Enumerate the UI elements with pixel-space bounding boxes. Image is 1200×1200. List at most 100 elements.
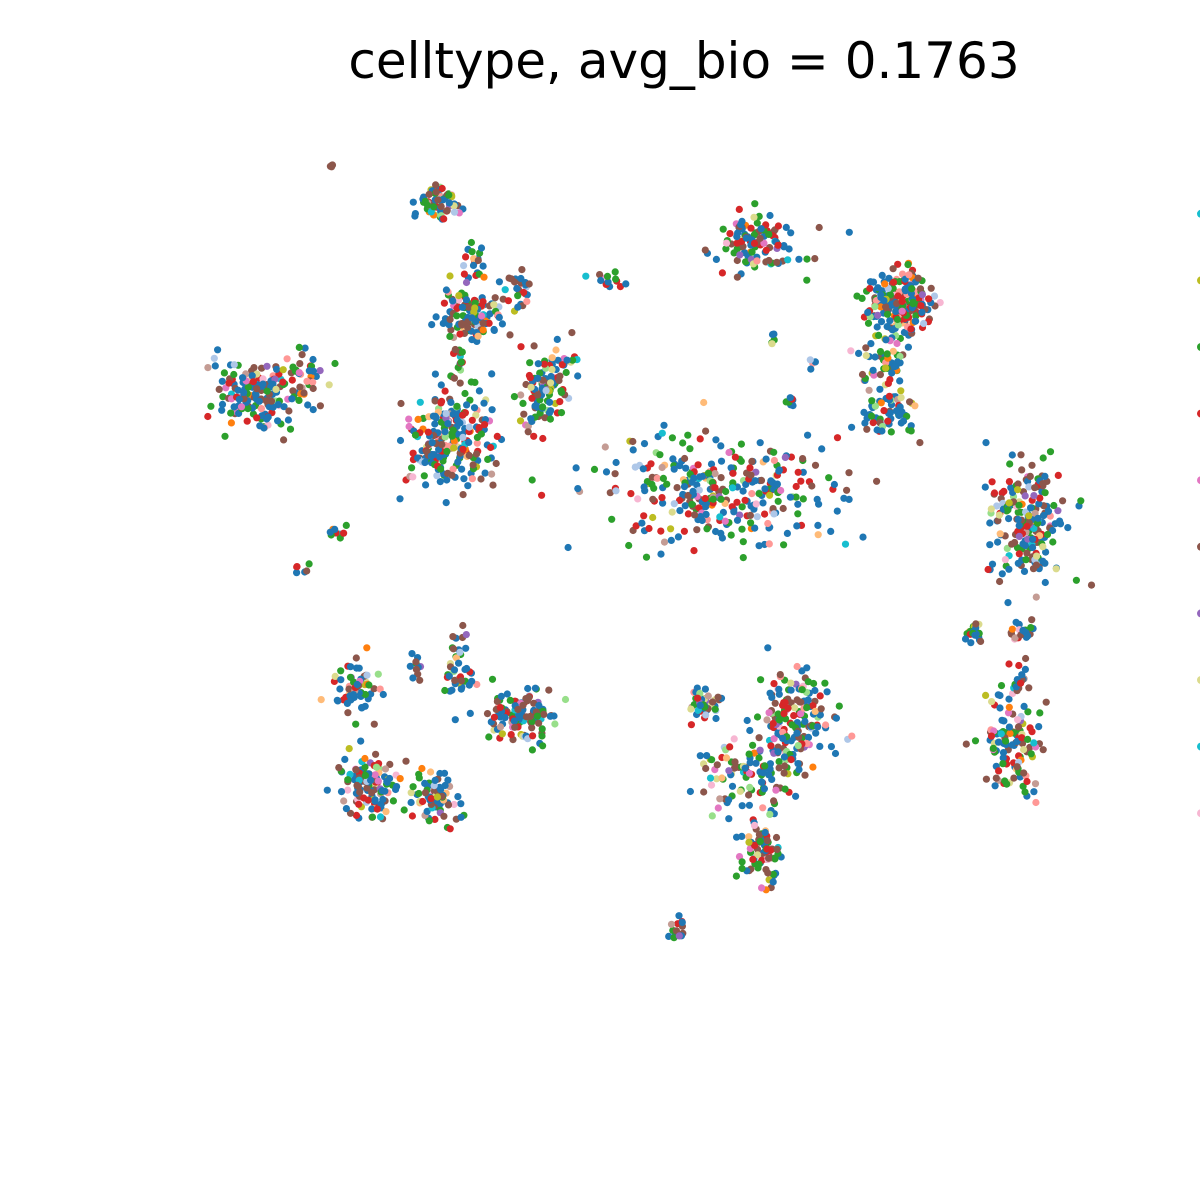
scatter-point xyxy=(869,366,877,374)
scatter-point xyxy=(550,712,558,720)
scatter-point xyxy=(770,448,778,456)
scatter-point xyxy=(785,245,793,253)
scatter-point xyxy=(498,320,506,328)
scatter-point xyxy=(411,431,420,439)
scatter-point xyxy=(459,491,467,499)
scatter-point xyxy=(713,775,721,783)
scatter-point xyxy=(488,470,496,478)
scatter-point xyxy=(477,244,486,252)
scatter-point xyxy=(877,318,886,326)
scatter-point xyxy=(528,746,537,754)
scatter-point xyxy=(708,756,716,764)
scatter-point xyxy=(227,419,235,427)
scatter-point xyxy=(473,439,481,447)
scatter-point xyxy=(993,502,1001,510)
scatter-point xyxy=(791,704,799,712)
legend-marker xyxy=(1197,209,1200,218)
scatter-point xyxy=(749,855,757,864)
scatter-point xyxy=(437,202,445,211)
scatter-point xyxy=(529,732,537,740)
scatter-point xyxy=(835,702,843,710)
scatter-point xyxy=(833,434,842,442)
scatter-point xyxy=(462,296,470,304)
scatter-point xyxy=(988,698,996,706)
scatter-point xyxy=(871,353,879,361)
scatter-point xyxy=(352,766,360,774)
scatter-point xyxy=(1032,798,1040,807)
scatter-point xyxy=(772,786,780,794)
scatter-point xyxy=(757,225,765,233)
scatter-point xyxy=(361,690,369,699)
legend-marker xyxy=(1197,409,1200,418)
scatter-point xyxy=(874,284,882,292)
scatter-point xyxy=(702,510,710,518)
scatter-point xyxy=(882,364,890,372)
scatter-point xyxy=(986,541,994,549)
scatter-point xyxy=(468,475,476,483)
scatter-point xyxy=(446,272,454,280)
scatter-point xyxy=(572,464,580,472)
scatter-point xyxy=(799,495,807,503)
scatter-point xyxy=(273,365,281,373)
scatter-point xyxy=(449,426,457,434)
scatter-point xyxy=(995,511,1004,519)
scatter-point xyxy=(1022,654,1030,663)
scatter-point xyxy=(230,370,238,379)
scatter-point xyxy=(696,752,704,760)
scatter-point xyxy=(763,845,771,853)
scatter-point xyxy=(458,320,466,328)
scatter-point xyxy=(1015,532,1023,541)
scatter-point xyxy=(427,452,435,460)
scatter-point xyxy=(1004,709,1013,717)
scatter-point xyxy=(775,716,784,724)
scatter-point xyxy=(749,741,757,749)
scatter-point xyxy=(204,412,212,421)
scatter-point xyxy=(523,297,531,305)
scatter-point xyxy=(353,781,361,790)
scatter-point xyxy=(712,436,720,444)
scatter-point xyxy=(1021,665,1029,674)
scatter-point xyxy=(726,743,734,751)
scatter-point xyxy=(982,439,990,447)
scatter-point xyxy=(841,540,850,548)
scatter-point xyxy=(718,269,727,277)
scatter-point xyxy=(506,696,514,705)
scatter-point xyxy=(687,705,695,713)
scatter-point xyxy=(364,796,372,804)
scatter-point xyxy=(1020,702,1028,711)
scatter-point xyxy=(771,854,779,862)
scatter-point xyxy=(464,323,472,331)
scatter-point xyxy=(729,469,737,477)
scatter-point xyxy=(535,719,543,727)
scatter-point xyxy=(780,710,788,718)
scatter-point xyxy=(1027,504,1035,512)
scatter-point xyxy=(738,525,746,533)
scatter-point xyxy=(468,677,476,685)
scatter-point xyxy=(703,752,711,760)
scatter-point xyxy=(876,371,885,379)
scatter-point xyxy=(288,395,296,403)
scatter-point xyxy=(517,343,525,351)
scatter-point xyxy=(1015,522,1023,530)
scatter-point xyxy=(877,399,885,407)
scatter-point xyxy=(1011,538,1019,547)
scatter-point xyxy=(1056,517,1064,525)
scatter-point xyxy=(717,442,725,450)
scatter-point xyxy=(376,685,384,693)
scatter-point xyxy=(1012,618,1020,626)
scatter-point xyxy=(1002,737,1010,745)
scatter-point xyxy=(718,774,726,782)
scatter-point xyxy=(218,406,226,414)
scatter-point xyxy=(751,200,759,208)
scatter-point xyxy=(389,797,397,805)
scatter-point xyxy=(1004,599,1012,607)
scatter-point xyxy=(240,388,248,397)
scatter-point xyxy=(484,455,492,463)
scatter-point xyxy=(408,812,416,820)
scatter-point xyxy=(765,230,773,238)
scatter-point xyxy=(745,750,753,758)
scatter-point xyxy=(582,272,590,280)
scatter-point xyxy=(356,788,364,796)
scatter-point xyxy=(480,399,488,407)
scatter-point xyxy=(431,420,439,428)
